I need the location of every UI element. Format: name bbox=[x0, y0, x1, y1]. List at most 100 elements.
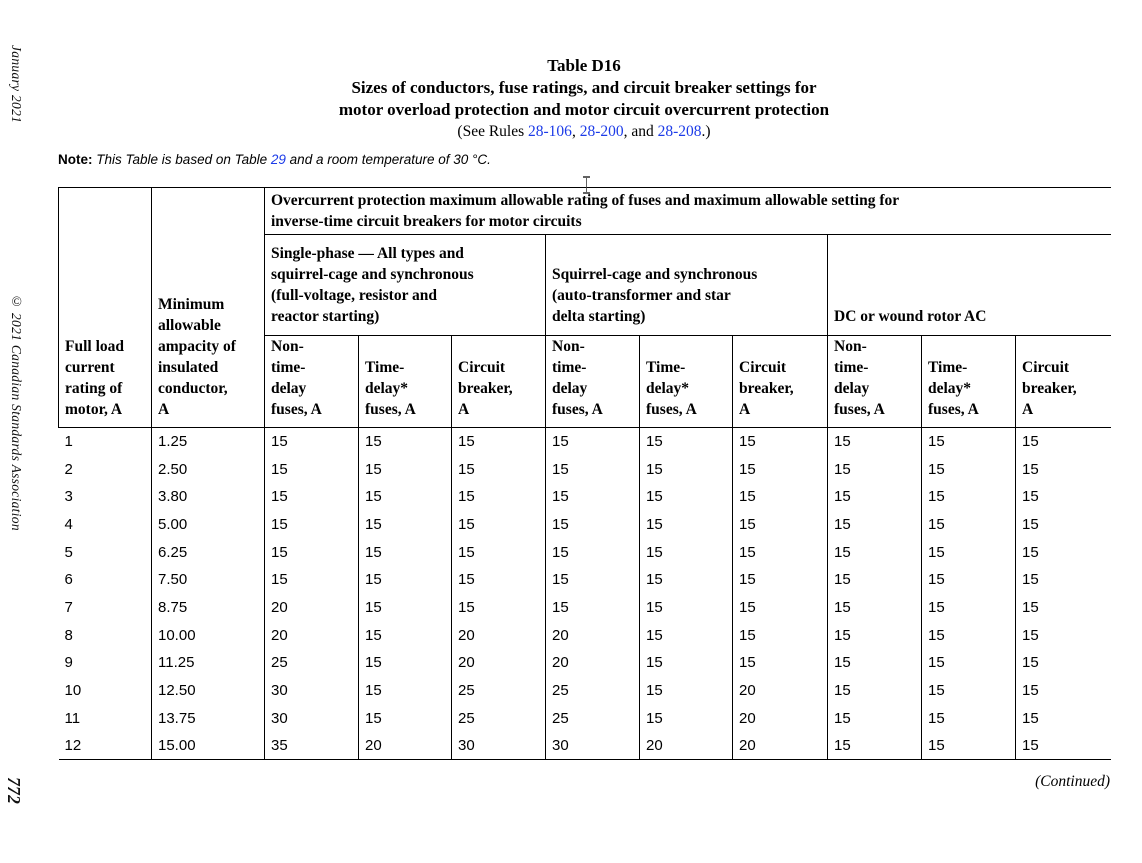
cell: 13.75 bbox=[151, 704, 265, 733]
cell: 15 bbox=[827, 649, 922, 677]
cell: 12 bbox=[58, 732, 152, 761]
see-rules-line: (See Rules 28-106, 28-200, and 28-208.) bbox=[58, 121, 1110, 143]
note-text: This Table is based on Table 29 and a ro… bbox=[96, 152, 491, 167]
table-row: 9 11.25 25 15 20 20 15 15 15 15 15 bbox=[58, 649, 1111, 677]
table-row: 5 6.25 15 15 15 15 15 15 15 15 15 bbox=[58, 538, 1111, 566]
table-29-link[interactable]: 29 bbox=[270, 152, 286, 167]
cell: 30 bbox=[545, 732, 640, 761]
cell: 15 bbox=[732, 593, 828, 622]
rule-link-28-106[interactable]: 28-106 bbox=[528, 123, 572, 140]
cell: 15 bbox=[1015, 732, 1111, 761]
cell: 5.00 bbox=[151, 510, 265, 539]
cell: 15 bbox=[451, 593, 546, 622]
cell: 15 bbox=[545, 482, 640, 511]
cell: 15 bbox=[545, 455, 640, 483]
cell: 15 bbox=[639, 649, 733, 677]
cell: 15 bbox=[358, 621, 452, 649]
table-row: 2 2.50 15 15 15 15 15 15 15 15 15 bbox=[58, 455, 1111, 483]
cell: 15 bbox=[921, 455, 1016, 483]
table-body: 1 1.25 15 15 15 15 15 15 15 15 15 2 2.50 15 15 15 15 15 15… bbox=[58, 427, 1111, 761]
cell: 15 bbox=[921, 510, 1016, 539]
rules-prefix: (See Rules bbox=[457, 123, 529, 140]
cell: 15 bbox=[264, 482, 359, 511]
cell: 15 bbox=[827, 565, 922, 594]
cell: 15 bbox=[827, 621, 922, 649]
group-header-dc-wound-rotor: DC or wound rotor AC bbox=[827, 234, 1111, 336]
cell: 15 bbox=[921, 621, 1016, 649]
cell: 20 bbox=[451, 621, 546, 649]
table-row: 1 1.25 15 15 15 15 15 15 15 15 15 bbox=[58, 427, 1111, 456]
col-header-full-load: Full load current rating of motor, A bbox=[58, 187, 152, 428]
cell: 15 bbox=[827, 482, 922, 511]
table-row: 7 8.75 20 15 15 15 15 15 15 15 15 bbox=[58, 593, 1111, 622]
cell: 15 bbox=[639, 593, 733, 622]
cell: 15 bbox=[264, 510, 359, 539]
margin-date-label: January 2021 bbox=[9, 45, 24, 124]
cell: 15 bbox=[358, 649, 452, 677]
cell: 15 bbox=[545, 510, 640, 539]
cell: 15 bbox=[827, 676, 922, 705]
cell: 15 bbox=[732, 565, 828, 594]
cell: 6.25 bbox=[151, 538, 265, 566]
cell: 15 bbox=[264, 455, 359, 483]
cell: 10.00 bbox=[151, 621, 265, 649]
subheader-dc-time-delay: Time- delay* fuses, A bbox=[921, 335, 1016, 428]
cell: 25 bbox=[451, 676, 546, 705]
cell: 1 bbox=[58, 427, 152, 456]
cell: 15 bbox=[732, 510, 828, 539]
table-row: 12 15.00 35 20 30 30 20 20 15 15 15 bbox=[58, 732, 1111, 761]
cell: 15 bbox=[732, 482, 828, 511]
cell: 20 bbox=[358, 732, 452, 761]
cell: 15 bbox=[827, 732, 922, 761]
cell: 20 bbox=[639, 732, 733, 761]
group-header-single-phase: Single-phase — All types and squirrel-ca… bbox=[264, 234, 546, 336]
cell: 15 bbox=[1022, 433, 1039, 451]
cell: 15 bbox=[1022, 543, 1039, 561]
rule-link-28-200[interactable]: 28-200 bbox=[579, 123, 624, 140]
cell: 15 bbox=[827, 593, 922, 622]
cell: 20 bbox=[545, 649, 640, 677]
cell: 15 bbox=[827, 427, 922, 456]
subheader-sp-time-delay: Time- delay* fuses, A bbox=[358, 335, 452, 428]
cell: 15 bbox=[358, 455, 452, 483]
cell: 15 bbox=[639, 510, 733, 539]
cell: 15 bbox=[921, 565, 1016, 594]
table-number-title: Table D16 bbox=[547, 56, 621, 75]
col-header-min-ampacity: Minimum allowable ampacity of insulated … bbox=[151, 187, 265, 428]
group-header-squirrel-cage: Squirrel-cage and synchronous (auto-tran… bbox=[545, 234, 828, 336]
cell: 20 bbox=[545, 621, 640, 649]
cell: 11.25 bbox=[151, 649, 265, 677]
cell: 15 bbox=[451, 538, 546, 566]
subheader-sp-non-time-delay: Non- time- delay fuses, A bbox=[264, 335, 359, 428]
table-d16: Full load current rating of motor, A Min… bbox=[58, 187, 1111, 761]
subheader-dc-circuit-breaker: Circuit breaker, A bbox=[1015, 335, 1111, 428]
cell: 15 bbox=[639, 455, 733, 483]
cell: 15 bbox=[1022, 598, 1039, 616]
note-text-after: and a room temperature of 30 °C. bbox=[285, 152, 491, 167]
table-row: 6 7.50 15 15 15 15 15 15 15 15 15 bbox=[58, 565, 1111, 594]
cell: 15 bbox=[1022, 682, 1039, 700]
cell: 15 bbox=[639, 482, 733, 511]
cell: 15 bbox=[921, 704, 1016, 733]
cell: 15 bbox=[732, 621, 828, 649]
cell: 20 bbox=[732, 704, 828, 733]
table-note: Note: This Table is based on Table 29 an… bbox=[58, 151, 1110, 168]
col-header-overcurrent-protection: Overcurrent protection maximum allowable… bbox=[264, 187, 1111, 235]
rule-link-28-208[interactable]: 28-208 bbox=[657, 123, 702, 140]
cell: 15 bbox=[545, 538, 640, 566]
cell: 7 bbox=[58, 593, 152, 622]
cell: 15 bbox=[921, 427, 1016, 456]
cell: 15 bbox=[639, 427, 733, 456]
cell: 25 bbox=[451, 704, 546, 733]
cell: 15 bbox=[827, 704, 922, 733]
table-title-line3: motor overload protection and motor circ… bbox=[338, 100, 830, 119]
cell: 15 bbox=[1022, 709, 1039, 727]
table-row: 3 3.80 15 15 15 15 15 15 15 15 15 bbox=[58, 482, 1111, 511]
cell: 15 bbox=[358, 510, 452, 539]
cell: 7.50 bbox=[151, 565, 265, 594]
cell: 5 bbox=[58, 538, 152, 566]
cell: 15 bbox=[639, 704, 733, 733]
cell: 6 bbox=[58, 565, 152, 594]
cell: 9 bbox=[58, 649, 152, 677]
cell: 4 bbox=[58, 510, 152, 539]
